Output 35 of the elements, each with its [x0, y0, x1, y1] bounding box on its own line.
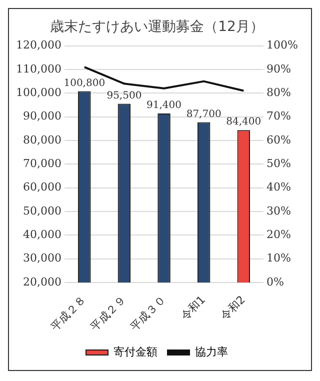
- y-tick-label: 30,000: [22, 252, 62, 265]
- data-label: 87,700: [186, 108, 222, 120]
- y-tick-label: 100,000: [16, 86, 62, 100]
- y2-tick-label: 60%: [266, 133, 292, 146]
- y-tick-label: 50,000: [22, 204, 62, 218]
- y-tick-label: 90,000: [22, 110, 62, 123]
- y2-tick-label: 40%: [266, 180, 292, 194]
- chart-title: 歳末たすけあい運動募金（12月）: [50, 19, 264, 36]
- y2-tick-label: 100%: [266, 38, 298, 52]
- y2-tick-label: 20%: [266, 228, 292, 242]
- x-tick-label: 令和1: [178, 293, 208, 323]
- y2-tick-label: 90%: [266, 62, 292, 76]
- data-label: 84,400: [226, 116, 262, 128]
- data-label: 95,500: [106, 90, 142, 102]
- y-tick-label: 70,000: [22, 157, 62, 170]
- y2-tick-label: 0%: [266, 275, 284, 288]
- data-label: 100,800: [64, 78, 106, 89]
- y2-tick-label: 30%: [266, 204, 292, 218]
- y-tick-label: 120,000: [16, 38, 62, 52]
- y-tick-label: 80,000: [22, 133, 62, 146]
- x-tick-label: 平成３０: [128, 293, 168, 334]
- y-tick-label: 110,000: [16, 62, 62, 76]
- y2-tick-label: 80%: [266, 86, 292, 100]
- y2-tick-label: 70%: [266, 110, 292, 123]
- x-tick-label: 平成２８: [48, 293, 89, 334]
- x-tick-label: 平成２９: [88, 293, 128, 334]
- x-tick-label: 令和2: [218, 293, 248, 323]
- data-label: 91,400: [146, 100, 182, 112]
- legend-label: 寄付金額: [114, 345, 158, 358]
- y-tick-label: 60,000: [22, 180, 62, 194]
- y2-tick-label: 10%: [266, 252, 292, 265]
- legend-label: 協力率: [195, 345, 228, 358]
- y2-tick-label: 50%: [266, 157, 292, 170]
- y-tick-label: 20,000: [22, 275, 62, 288]
- y-tick-label: 40,000: [22, 228, 62, 242]
